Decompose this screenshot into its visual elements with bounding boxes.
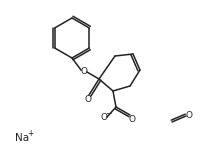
Text: O: O (100, 114, 107, 122)
Text: O: O (186, 111, 192, 119)
Text: O: O (128, 115, 135, 123)
Text: O: O (81, 66, 88, 76)
Text: Na: Na (15, 133, 29, 143)
Text: O: O (85, 96, 92, 104)
Text: −: − (105, 110, 111, 118)
Text: +: + (27, 129, 33, 137)
